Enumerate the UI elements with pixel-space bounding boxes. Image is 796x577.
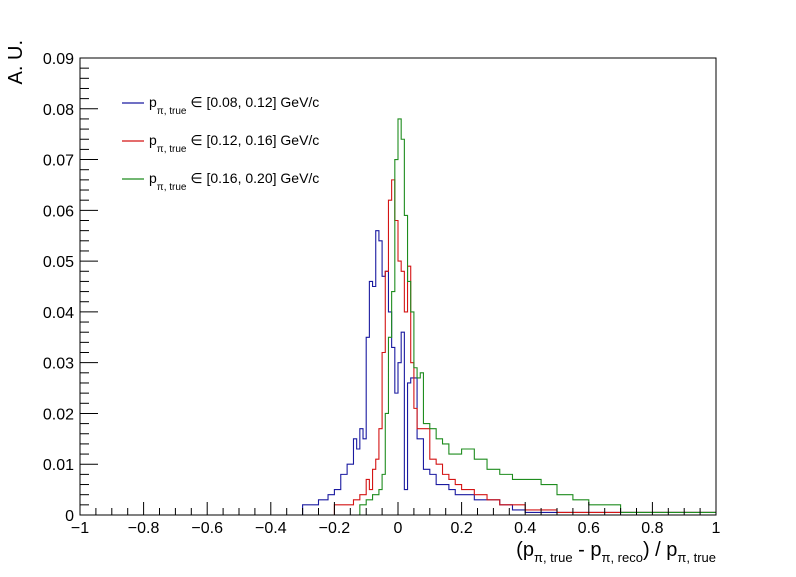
series-line-1 bbox=[80, 179, 716, 516]
legend-label-subscript: π, true bbox=[157, 144, 187, 155]
legend: pπ, true ∈ [0.08, 0.12] GeV/cpπ, true ∈ … bbox=[122, 94, 319, 193]
legend-label-main: p bbox=[149, 94, 157, 110]
y-tick-label: 0.02 bbox=[43, 406, 74, 423]
x-tick-label: −0.6 bbox=[191, 520, 223, 537]
y-tick-label: 0.05 bbox=[43, 254, 74, 271]
x-axis-label-part: ) / p bbox=[643, 539, 677, 561]
x-tick-label: −1 bbox=[71, 520, 89, 537]
y-tick-label: 0.01 bbox=[43, 457, 74, 474]
legend-label-main: p bbox=[149, 170, 157, 186]
x-axis-label-subscript: π, reco bbox=[601, 550, 642, 565]
legend-label-subscript: π, true bbox=[157, 106, 187, 117]
legend-label-range: ∈ [0.08, 0.12] GeV/c bbox=[186, 94, 319, 110]
x-tick-label: 0.6 bbox=[578, 520, 600, 537]
x-tick-label: 0.8 bbox=[641, 520, 663, 537]
x-axis-label-part: (p bbox=[516, 539, 534, 561]
y-tick-label: 0.03 bbox=[43, 356, 74, 373]
legend-label-2: pπ, true ∈ [0.16, 0.20] GeV/c bbox=[149, 170, 319, 193]
y-tick-label: 0.04 bbox=[43, 305, 74, 322]
x-tick-label: 0 bbox=[394, 520, 403, 537]
y-tick-label: 0.08 bbox=[43, 102, 74, 119]
x-tick-label: −0.2 bbox=[319, 520, 351, 537]
series-line-0 bbox=[80, 230, 716, 516]
legend-label-0: pπ, true ∈ [0.08, 0.12] GeV/c bbox=[149, 94, 319, 117]
legend-label-1: pπ, true ∈ [0.12, 0.16] GeV/c bbox=[149, 132, 319, 155]
x-tick-label: 0.2 bbox=[450, 520, 472, 537]
legend-label-range: ∈ [0.12, 0.16] GeV/c bbox=[186, 132, 319, 148]
series-layer bbox=[80, 118, 716, 516]
x-tick-label: −0.8 bbox=[128, 520, 160, 537]
y-tick-label: 0.06 bbox=[43, 203, 74, 220]
y-tick-label: 0.09 bbox=[43, 51, 74, 68]
y-tick-label: 0.07 bbox=[43, 153, 74, 170]
series-line-2 bbox=[80, 118, 716, 516]
x-tick-label: −0.4 bbox=[255, 520, 287, 537]
x-axis-label: (pπ, true - pπ, reco) / pπ, true bbox=[516, 539, 716, 565]
y-axis-label: A. U. bbox=[5, 40, 27, 84]
axis-labels: A. U.(pπ, true - pπ, reco) / pπ, true bbox=[5, 40, 716, 565]
x-axis-label-part: - p bbox=[573, 539, 602, 561]
x-tick-label: 1 bbox=[712, 520, 721, 537]
x-axis-label-subscript: π, true bbox=[677, 550, 716, 565]
x-axis-label-subscript: π, true bbox=[534, 550, 573, 565]
legend-label-subscript: π, true bbox=[157, 182, 187, 193]
y-tick-label: 0 bbox=[65, 508, 74, 525]
x-tick-label: 0.4 bbox=[514, 520, 536, 537]
legend-label-main: p bbox=[149, 132, 157, 148]
axes-layer: −1 −0.8 −0.6 −0.4 −0.2 0 0.2 0.4 0.6 0.8 1 0 0.01 0.0… bbox=[43, 51, 721, 537]
legend-label-range: ∈ [0.16, 0.20] GeV/c bbox=[186, 170, 319, 186]
